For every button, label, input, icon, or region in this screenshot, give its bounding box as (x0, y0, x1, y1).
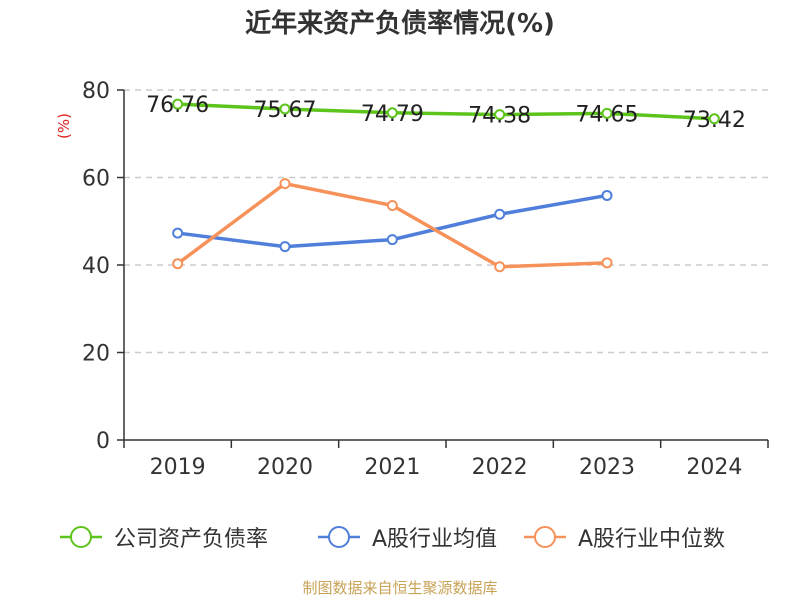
data-point-marker (386, 200, 398, 211)
data-label: 74.65 (576, 102, 639, 127)
legend-item: A股行业中位数 (524, 526, 725, 552)
data-labels: 76.76 75.67 74.79 74.38 74.65 73.42 (146, 93, 746, 133)
series-line-2 (175, 181, 609, 269)
axes: 0 20 40 60 80 2019 2020 2021 2022 2023 2024 (%) (55, 79, 769, 480)
data-point-marker (279, 241, 291, 253)
grid-lines (124, 89, 768, 354)
legend-marker (534, 526, 556, 548)
data-label: 76.76 (146, 93, 209, 118)
legend-marker (70, 526, 92, 548)
data-point-marker (386, 234, 398, 246)
data-point-marker (601, 189, 613, 201)
data-point-marker (172, 258, 184, 270)
legend-item: A股行业均值 (318, 526, 497, 552)
data-point-marker (279, 178, 291, 190)
legend-marker (328, 526, 350, 548)
y-tick-label: 20 (82, 342, 110, 367)
x-tick-label: 2021 (364, 455, 420, 480)
series-lines (172, 98, 720, 273)
x-tick-label: 2019 (150, 455, 206, 480)
data-point-marker (279, 103, 291, 115)
legend-label: 公司资产负债率 (114, 527, 268, 552)
data-point-marker (601, 107, 613, 119)
data-point-marker (708, 113, 720, 125)
data-point-marker (494, 109, 506, 121)
x-tick-label: 2023 (579, 455, 635, 480)
data-label: 73.42 (683, 108, 746, 133)
chart-title: 近年来资产负债率情况(%) (245, 9, 555, 39)
y-tick-label: 40 (82, 254, 110, 279)
series-line-0 (175, 102, 717, 121)
legend-item: 公司资产负债率 (60, 526, 268, 552)
y-tick-label: 0 (96, 429, 110, 454)
legend: 公司资产负债率 A股行业均值 A股行业中位数 (60, 526, 725, 552)
y-axis-label: (%) (55, 113, 73, 139)
y-tick-label: 80 (82, 79, 110, 104)
data-point-marker (386, 107, 398, 119)
data-point-marker (494, 208, 506, 220)
data-label: 75.67 (254, 98, 317, 123)
y-tick-label: 60 (82, 167, 110, 192)
data-source-note: 制图数据来自恒生聚源数据库 (302, 579, 498, 597)
data-label: 74.79 (361, 102, 424, 127)
x-tick-label: 2024 (686, 455, 742, 480)
x-tick-label: 2020 (257, 455, 313, 480)
data-point-marker (172, 98, 184, 110)
data-point-marker (601, 257, 613, 269)
legend-label: A股行业均值 (372, 527, 497, 552)
data-point-marker (494, 261, 506, 273)
data-label: 74.38 (468, 104, 531, 129)
legend-label: A股行业中位数 (578, 527, 725, 552)
x-tick-label: 2022 (472, 455, 528, 480)
data-point-marker (172, 227, 184, 239)
